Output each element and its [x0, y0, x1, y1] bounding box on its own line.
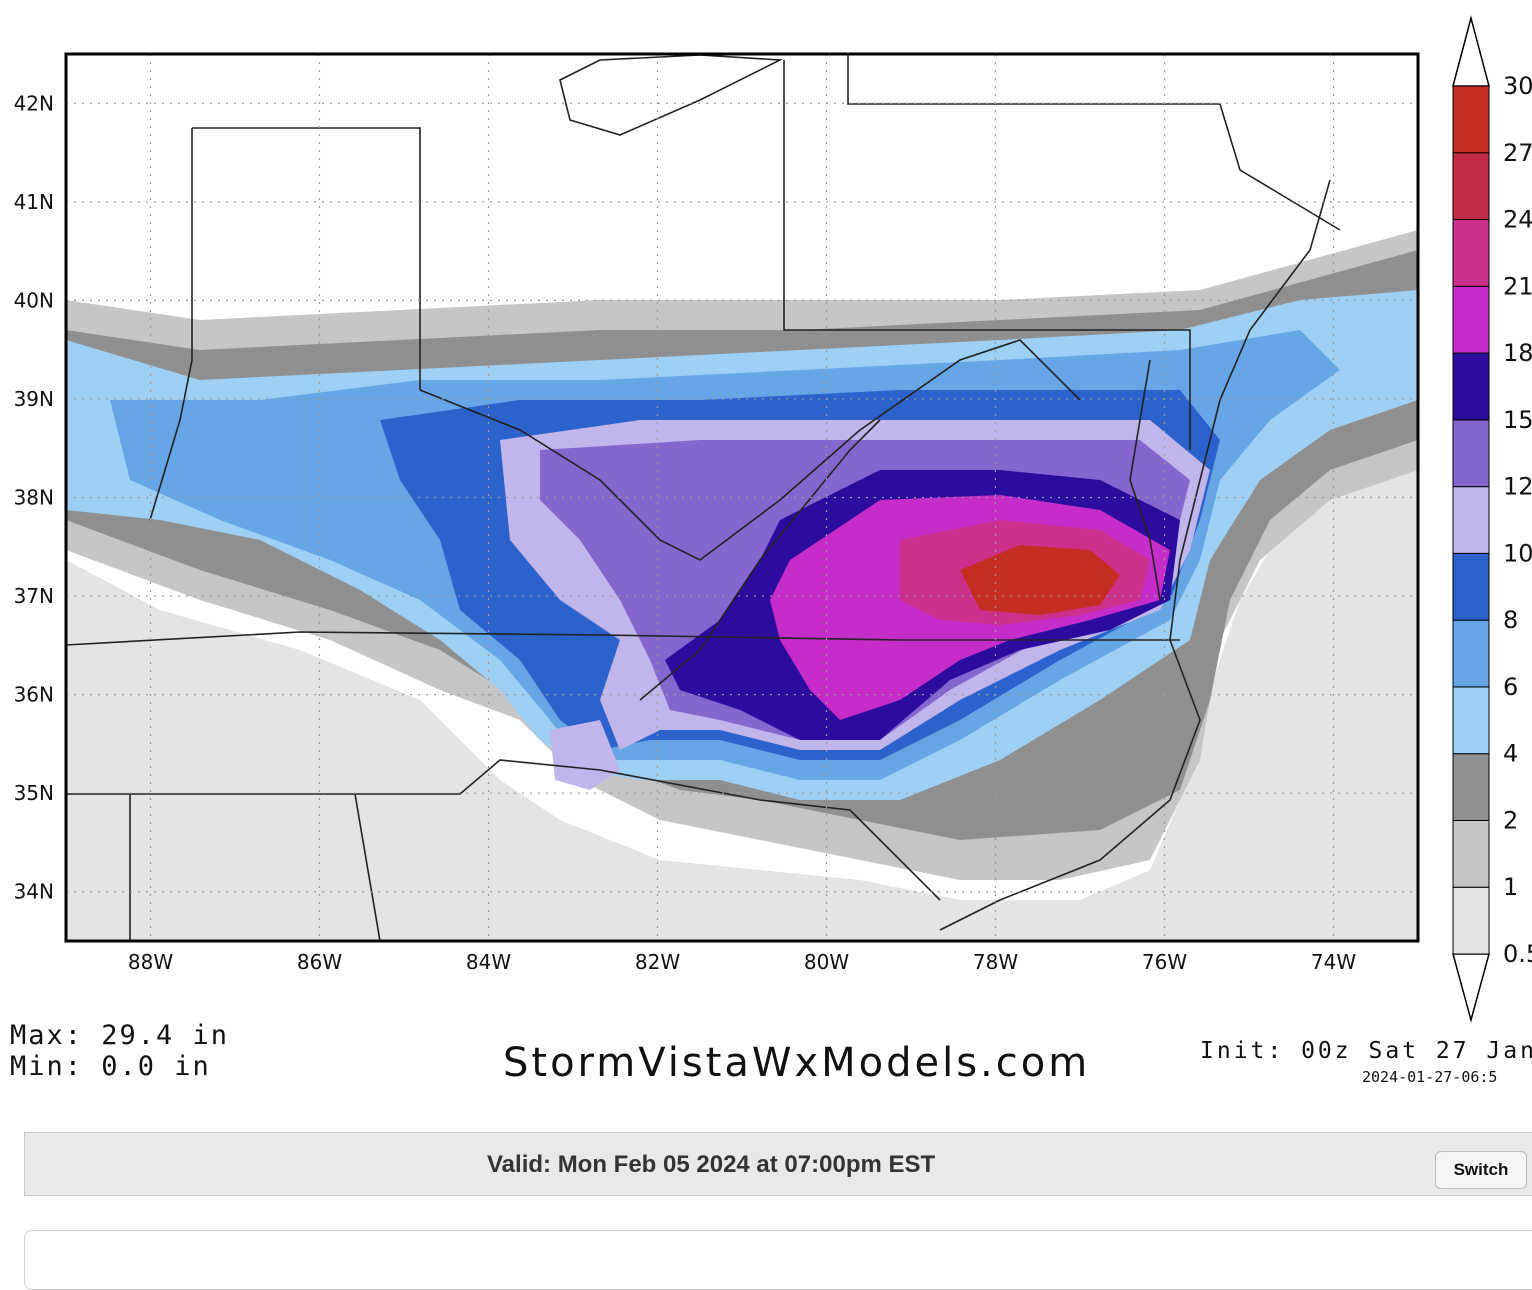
- state-border-al-ga: [354, 793, 381, 941]
- lake-erie: [559, 54, 784, 136]
- colorbar-label: 21: [1503, 272, 1532, 300]
- lat-label: 37N: [14, 584, 54, 608]
- state-border-in-oh: [192, 127, 421, 390]
- init-time: Init: 00z Sat 27 Jan 20: [1200, 1038, 1532, 1064]
- colorbar-swatch: [1452, 352, 1490, 421]
- switch-button[interactable]: Switch: [1435, 1151, 1527, 1189]
- colorbar-label: 24: [1503, 206, 1532, 234]
- lon-label: 88W: [128, 950, 173, 974]
- lon-label: 82W: [635, 950, 680, 974]
- min-value: Min: 0.0 in: [10, 1051, 211, 1082]
- colorbar-label: 8: [1503, 606, 1518, 634]
- map-canvas: 42N 41N 40N 39N 38N 37N 36N 35N 34N 88W 86W 84W 82W…: [13, 15, 1532, 1023]
- lat-label: 38N: [14, 486, 54, 510]
- colorbar-label: 6: [1503, 673, 1518, 701]
- colorbar-label: 2: [1503, 806, 1518, 834]
- field-red: [960, 545, 1120, 615]
- timestamp: 2024-01-27-06:5: [1362, 1068, 1498, 1086]
- state-border-tn-al: [66, 759, 941, 901]
- state-border-il-in: [149, 128, 193, 521]
- colorbar-label: 4: [1503, 740, 1518, 768]
- colorbar-swatch: [1452, 552, 1490, 621]
- colorbar-label: 18: [1503, 339, 1532, 367]
- colorbar-label: 15: [1503, 406, 1532, 434]
- state-border-wv: [419, 339, 1081, 561]
- state-border-va-nc: [639, 419, 881, 701]
- coastline-east: [939, 179, 1331, 931]
- colorbar-swatch: [1452, 886, 1490, 955]
- snowfall-map: 42N 41N 40N 39N 38N 37N 36N 35N 34N 88W 86W 84W 82W…: [13, 15, 1532, 1023]
- colorbar-swatch: [1452, 419, 1490, 488]
- colorbar-swatch: [1452, 285, 1490, 354]
- colorbar-swatch: [1452, 753, 1490, 821]
- state-border-ky-tn: [66, 631, 1180, 646]
- colorbar-swatch: [1452, 619, 1490, 688]
- lon-label: 78W: [973, 950, 1018, 974]
- colorbar-label: 27: [1503, 139, 1532, 167]
- colorbar-label: 30: [1503, 72, 1532, 100]
- graticule: [66, 54, 1418, 941]
- colorbar-label: 12: [1503, 473, 1532, 501]
- colorbar-label: 1: [1503, 873, 1518, 901]
- colorbar-swatch: [1452, 152, 1490, 221]
- min-max-stats: Max: 29.4 in Min: 0.0 in: [10, 1020, 229, 1082]
- lat-label: 40N: [14, 288, 54, 312]
- colorbar-label: 0.5: [1503, 940, 1532, 968]
- colorbar-swatch: [1452, 219, 1490, 287]
- boundaries: [66, 54, 1341, 941]
- lat-label: 35N: [14, 781, 54, 805]
- colorbar-swatch: [1452, 819, 1490, 888]
- lat-label: 36N: [14, 683, 54, 707]
- colorbar-swatch: [1452, 686, 1490, 755]
- lon-label: 76W: [1142, 950, 1187, 974]
- valid-time-text: Valid: Mon Feb 05 2024 at 07:00pm EST: [487, 1151, 936, 1178]
- state-border-pa: [783, 60, 1191, 450]
- field-lavender-sw: [550, 720, 620, 790]
- lat-label: 41N: [14, 190, 54, 214]
- colorbar-swatch: [1452, 85, 1490, 154]
- chesapeake-bay: [1129, 359, 1161, 601]
- lat-label: 39N: [14, 387, 54, 411]
- snow-fields: [66, 230, 1418, 941]
- lon-label: 84W: [466, 950, 511, 974]
- lon-labels: 88W 86W 84W 82W 80W 78W 76W 74W: [128, 950, 1356, 974]
- lon-label: 86W: [297, 950, 342, 974]
- bottom-panel: [24, 1230, 1532, 1290]
- state-border-ny: [847, 54, 1341, 231]
- lat-label: 34N: [14, 880, 54, 904]
- map-frame: [64, 52, 1420, 943]
- lon-label: 74W: [1311, 950, 1356, 974]
- max-value: Max: 29.4 in: [10, 1020, 230, 1051]
- lat-label: 42N: [14, 91, 54, 115]
- lon-label: 80W: [804, 950, 849, 974]
- lat-labels: 42N 41N 40N 39N 38N 37N 36N 35N 34N: [14, 91, 54, 903]
- colorbar: 0.5124681012151821242730: [1452, 15, 1532, 1023]
- colorbar-swatch: [1452, 486, 1490, 554]
- field-light-gray: [66, 410, 1418, 941]
- valid-time-bar: Valid: Mon Feb 05 2024 at 07:00pm EST Sw…: [24, 1132, 1532, 1196]
- brand-watermark: StormVistaWxModels.com: [503, 1040, 1091, 1086]
- colorbar-label: 10: [1503, 539, 1532, 567]
